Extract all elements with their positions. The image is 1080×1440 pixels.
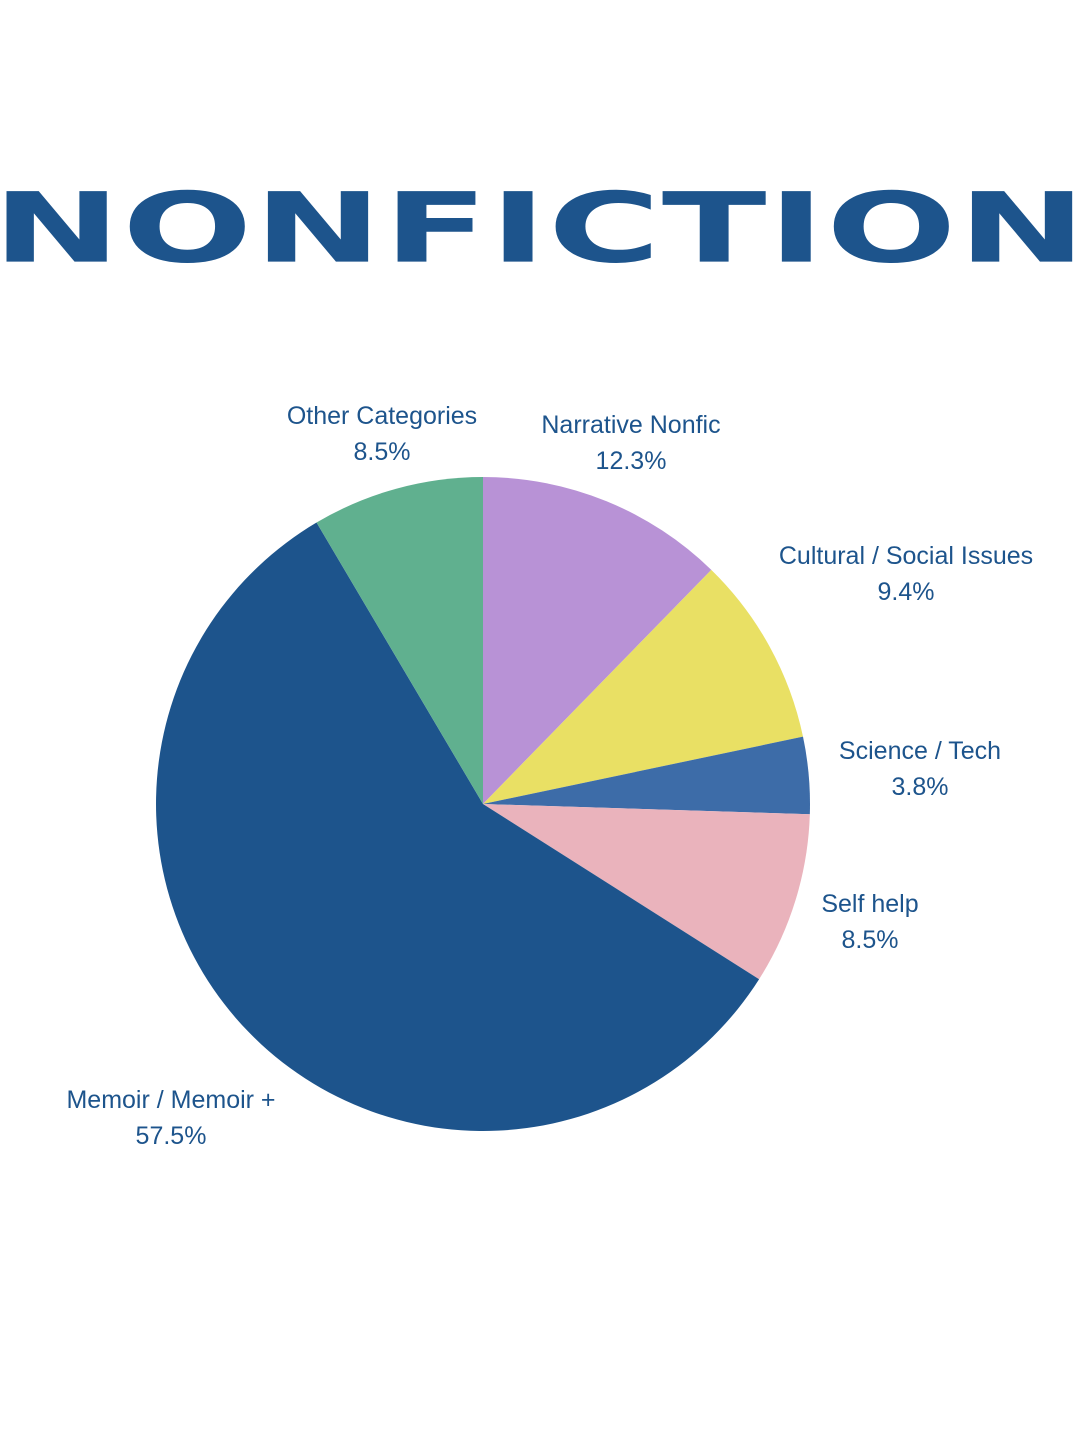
label-science-tech: Science / Tech 3.8% <box>839 733 1001 805</box>
pie-slice-memoir-memoir <box>156 522 760 1131</box>
pie-slice-self-help <box>483 804 810 980</box>
label-narrative-nonfic-value: 12.3% <box>595 447 667 475</box>
label-self-help: Self help 8.5% <box>821 886 918 958</box>
label-other-categories-value: 8.5% <box>353 438 411 466</box>
pie-slice-other-categories <box>316 477 483 804</box>
label-narrative-nonfic-name: Narrative Nonfic <box>541 411 721 439</box>
label-science-tech-name: Science / Tech <box>838 737 1002 765</box>
chart-title: NONFICTION <box>0 171 1080 285</box>
pie-slice-science-tech <box>483 736 811 815</box>
label-self-help-value: 8.5% <box>841 926 899 954</box>
label-other-categories-name: Other Categories <box>286 402 478 430</box>
label-memoir-value: 57.5% <box>135 1122 207 1150</box>
label-memoir: Memoir / Memoir + 57.5% <box>66 1082 275 1154</box>
label-cultural-social-issues: Cultural / Social Issues 9.4% <box>779 538 1033 610</box>
label-cultural-social-issues-value: 9.4% <box>877 578 935 606</box>
label-self-help-name: Self help <box>821 890 919 918</box>
label-narrative-nonfic: Narrative Nonfic 12.3% <box>541 407 720 479</box>
label-cultural-social-issues-name: Cultural / Social Issues <box>778 542 1034 570</box>
pie-slice-cultural-social-issues <box>483 569 803 804</box>
label-science-tech-value: 3.8% <box>891 773 949 801</box>
label-other-categories: Other Categories 8.5% <box>287 398 477 470</box>
pie-slice-narrative-nonfic <box>483 477 712 804</box>
label-memoir-name: Memoir / Memoir + <box>66 1086 276 1114</box>
